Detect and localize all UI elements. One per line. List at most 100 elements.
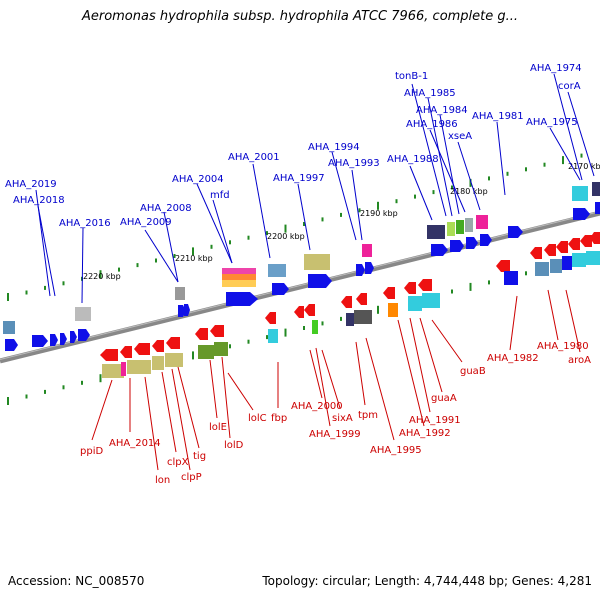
- gene-label-AHA_2001[interactable]: AHA_2001: [228, 152, 280, 163]
- gene-arrow[interactable]: [304, 304, 315, 316]
- gene-arrow[interactable]: [480, 234, 492, 246]
- gene-label-AHA_1981[interactable]: AHA_1981: [472, 111, 524, 122]
- gene-label-AHA_1985[interactable]: AHA_1985: [404, 88, 456, 99]
- gene-label-AHA_1984[interactable]: AHA_1984: [416, 105, 468, 116]
- gene-label-AHA_2018[interactable]: AHA_2018: [13, 195, 65, 206]
- gene-label-AHA_2019[interactable]: AHA_2019: [5, 179, 57, 190]
- gene-box: [362, 244, 372, 257]
- gene-box: [346, 313, 354, 326]
- gene-label-guaB[interactable]: guaB: [460, 366, 486, 377]
- gene-label-AHA_1982[interactable]: AHA_1982: [487, 353, 539, 364]
- gene-box: [422, 293, 440, 308]
- gene-arrow[interactable]: [404, 282, 416, 294]
- gene-label-sixA[interactable]: sixA: [332, 413, 353, 424]
- gene-label-AHA_2000[interactable]: AHA_2000: [291, 401, 343, 412]
- gene-arrow[interactable]: [70, 331, 77, 343]
- gene-arrow[interactable]: [573, 208, 590, 220]
- gene-label-clpX[interactable]: clpX: [167, 457, 189, 468]
- gene-box: [408, 296, 422, 311]
- gene-label-clpP[interactable]: clpP: [181, 472, 202, 483]
- gene-arrow[interactable]: [184, 304, 190, 316]
- forward-gene-boxes: [3, 182, 600, 334]
- gene-arrow[interactable]: [60, 333, 67, 345]
- gene-box: [214, 342, 228, 356]
- gene-arrow[interactable]: [556, 241, 568, 253]
- gene-arrow[interactable]: [294, 306, 304, 318]
- accession-text: Accession: NC_008570: [8, 574, 145, 588]
- gene-label-mfd[interactable]: mfd: [210, 190, 230, 201]
- gene-arrow[interactable]: [496, 260, 510, 272]
- gene-arrow[interactable]: [544, 244, 556, 256]
- gene-label-AHA_2009[interactable]: AHA_2009: [120, 217, 172, 228]
- gene-arrow[interactable]: [152, 340, 164, 352]
- gene-box: [354, 310, 372, 324]
- gene-label-AHA_1980[interactable]: AHA_1980: [537, 341, 589, 352]
- gene-arrow[interactable]: [78, 329, 90, 341]
- gene-arrow[interactable]: [466, 237, 478, 249]
- gene-label-AHA_2004[interactable]: AHA_2004: [172, 174, 224, 185]
- gene-label-AHA_1988[interactable]: AHA_1988: [387, 154, 439, 165]
- gene-label-lolE[interactable]: lolE: [209, 422, 227, 433]
- gene-label-aroA[interactable]: aroA: [568, 355, 591, 366]
- gene-label-AHA_1974[interactable]: AHA_1974: [530, 63, 582, 74]
- gene-label-xseA[interactable]: xseA: [448, 131, 472, 142]
- gene-label-tig[interactable]: tig: [193, 451, 206, 462]
- gene-label-AHA_1986[interactable]: AHA_1986: [406, 119, 458, 130]
- gene-label-AHA_2016[interactable]: AHA_2016: [59, 218, 111, 229]
- gene-arrow[interactable]: [450, 240, 464, 252]
- gene-box: [222, 268, 256, 274]
- reverse-labels: ppiD AHA_2014 lon clpX clpP tig lolE lol…: [80, 341, 591, 486]
- gene-arrow[interactable]: [590, 232, 600, 244]
- gene-label-AHA_2008[interactable]: AHA_2008: [140, 203, 192, 214]
- gene-label-guaA[interactable]: guaA: [431, 393, 457, 404]
- gene-arrow[interactable]: [356, 264, 365, 276]
- gene-label-AHA_1992[interactable]: AHA_1992: [399, 428, 451, 439]
- gene-box: [465, 218, 473, 232]
- gene-box: [198, 345, 214, 359]
- gene-label-corA[interactable]: corA: [558, 81, 581, 92]
- gene-arrow[interactable]: [365, 262, 374, 274]
- gene-label-lon[interactable]: lon: [155, 475, 170, 486]
- gene-arrow[interactable]: [568, 238, 580, 250]
- gene-arrow[interactable]: [5, 339, 18, 351]
- gene-arrow[interactable]: [210, 325, 224, 337]
- gene-label-AHA_1999[interactable]: AHA_1999: [309, 429, 361, 440]
- gene-arrow[interactable]: [508, 226, 523, 238]
- gene-label-lolC[interactable]: lolC: [248, 413, 267, 424]
- gene-label-AHA_1975[interactable]: AHA_1975: [526, 117, 578, 128]
- gene-label-AHA_1993[interactable]: AHA_1993: [328, 158, 380, 169]
- gene-arrow[interactable]: [341, 296, 352, 308]
- gene-label-tpm[interactable]: tpm: [358, 410, 378, 421]
- gene-arrow[interactable]: [166, 337, 180, 349]
- reverse-leader-lines: [91, 289, 581, 471]
- gene-arrow[interactable]: [100, 349, 118, 361]
- gene-arrow[interactable]: [272, 283, 289, 295]
- gene-label-AHA_1995[interactable]: AHA_1995: [370, 445, 422, 456]
- forward-labels: tonB-1 AHA_1985 AHA_1984 AHA_1986 xseA A…: [5, 63, 582, 229]
- gene-arrow[interactable]: [226, 292, 258, 306]
- gene-arrow[interactable]: [530, 247, 542, 259]
- gene-arrow[interactable]: [431, 244, 448, 256]
- gene-arrow[interactable]: [383, 287, 395, 299]
- gene-arrow[interactable]: [580, 235, 592, 247]
- gene-label-AHA_1997[interactable]: AHA_1997: [273, 173, 325, 184]
- gene-arrow[interactable]: [418, 279, 432, 291]
- gene-arrow[interactable]: [356, 293, 367, 305]
- gene-label-AHA_1994[interactable]: AHA_1994: [308, 142, 360, 153]
- gene-arrow[interactable]: [32, 335, 48, 347]
- gene-arrow[interactable]: [308, 274, 332, 288]
- gene-arrow[interactable]: [120, 346, 132, 358]
- gene-label-ppiD[interactable]: ppiD: [80, 446, 103, 457]
- gene-box: [268, 264, 286, 277]
- gene-arrow[interactable]: [134, 343, 150, 355]
- gene-arrow[interactable]: [595, 202, 600, 214]
- gene-label-fbp[interactable]: fbp: [271, 413, 287, 424]
- gene-label-AHA_1991[interactable]: AHA_1991: [409, 415, 461, 426]
- gene-arrow[interactable]: [265, 312, 276, 324]
- gene-label-lolD[interactable]: lolD: [224, 440, 244, 451]
- gene-label-tonB-1[interactable]: tonB-1: [395, 71, 428, 82]
- gene-arrow[interactable]: [50, 334, 58, 346]
- scale-label-2170: 2170 kbp: [568, 162, 600, 171]
- gene-arrow[interactable]: [195, 328, 208, 340]
- gene-label-AHA_2014[interactable]: AHA_2014: [109, 438, 161, 449]
